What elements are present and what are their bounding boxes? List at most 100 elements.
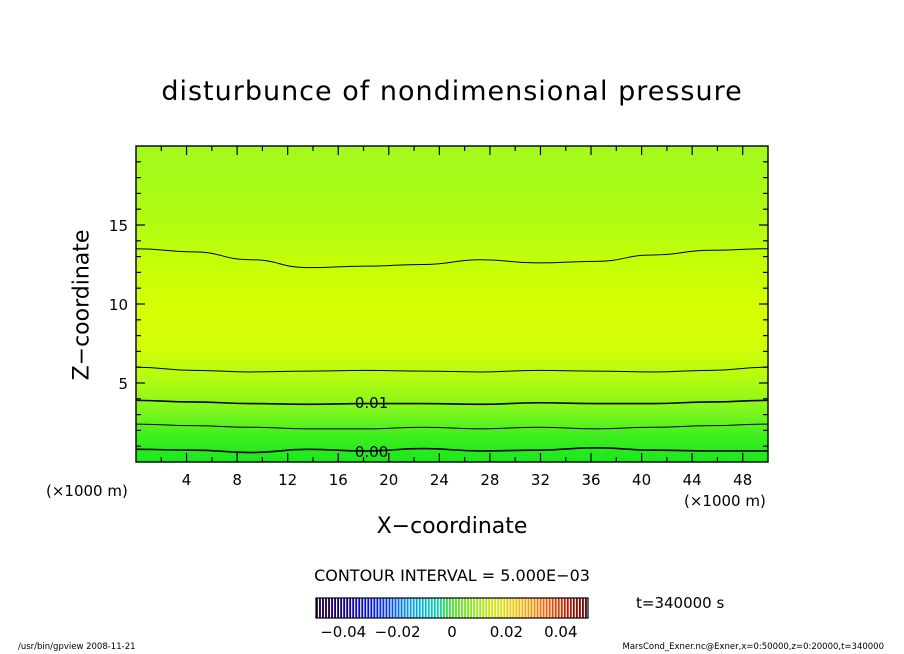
colorbar-band (578, 598, 581, 618)
colorbar-band (319, 598, 321, 618)
y-tick-label: 5 (118, 375, 128, 393)
colorbar-ticks: −0.04 −0.02 0 0.02 0.04 (320, 623, 577, 641)
colorbar-band (331, 598, 333, 618)
x-tick-label: 12 (278, 471, 297, 489)
colorbar-band (442, 598, 445, 618)
colorbar-band (358, 598, 361, 618)
colorbar-band (554, 598, 557, 618)
contour-labels: 0.01 0.00 (355, 394, 388, 461)
colorbar-band (391, 598, 394, 618)
colorbar-band (548, 598, 551, 618)
colorbar-band (328, 598, 330, 618)
colorbar-band (458, 598, 460, 618)
colorbar-band (566, 598, 569, 618)
colorbar-band (334, 598, 337, 618)
colorbar-band (581, 598, 584, 618)
colorbar-band (473, 598, 476, 618)
contour-line (135, 248, 769, 269)
colorbar-tick-label: −0.02 (375, 623, 421, 641)
colorbar-band (497, 598, 500, 618)
colorbar-band (340, 598, 343, 618)
pressure-field (136, 146, 768, 462)
colorbar-band (424, 598, 427, 618)
colorbar-band (482, 598, 485, 618)
colorbar-band (569, 598, 572, 618)
colorbar-band (524, 598, 527, 618)
y-tick-label: 10 (109, 296, 128, 314)
contour-line (135, 399, 769, 406)
colorbar-band (560, 598, 563, 618)
colorbar-tick-label: 0.02 (490, 623, 523, 641)
colorbar-band (491, 598, 494, 618)
colorbar-band (418, 598, 421, 618)
colorbar-band (394, 598, 397, 618)
colorbar-band (439, 598, 442, 618)
colorbar-band (400, 598, 403, 618)
footer-data-source: MarsCond_Exner.nc@Exner,x=0:50000,z=0:20… (622, 642, 884, 652)
colorbar-tick-label: 0.04 (544, 623, 577, 641)
colorbar-band (382, 598, 385, 618)
x-tick-label: 4 (182, 471, 192, 489)
colorbar-band (436, 598, 439, 618)
colorbar-band (452, 598, 454, 618)
x-tick-label: 16 (329, 471, 348, 489)
x-tick-label: 28 (480, 471, 499, 489)
colorbar-band (316, 598, 318, 618)
y-tick-label: 15 (109, 217, 128, 235)
colorbar-band (485, 598, 488, 618)
colorbar-band (545, 598, 548, 618)
time-label: t=340000 s (636, 594, 725, 612)
colorbar-band (355, 598, 358, 618)
x-axis-ticks: 4 8 12 16 20 24 28 32 36 40 44 48 (160, 146, 752, 489)
colorbar-band (379, 598, 382, 618)
colorbar-band (536, 598, 539, 618)
colorbar-band (584, 598, 587, 618)
colorbar-band (470, 598, 473, 618)
x-tick-label: 44 (683, 471, 702, 489)
colorbar-band (533, 598, 536, 618)
contour-label: 0.01 (355, 394, 388, 412)
footer-program-date: /usr/bin/gpview 2008-11-21 (18, 642, 136, 652)
colorbar-band (430, 598, 433, 618)
colorbar-band (464, 598, 466, 618)
y-axis-ticks: 5 10 15 (109, 161, 768, 447)
colorbar-band (479, 598, 482, 618)
colorbar-band (373, 598, 376, 618)
colorbar-band (512, 598, 515, 618)
colorbar-band (361, 598, 364, 618)
colorbar (315, 597, 589, 619)
colorbar-band (403, 598, 406, 618)
colorbar-band (557, 598, 560, 618)
x-tick-label: 48 (733, 471, 752, 489)
colorbar-band (349, 598, 352, 618)
x-tick-label: 40 (632, 471, 651, 489)
colorbar-band (337, 598, 340, 618)
colorbar-band (427, 598, 430, 618)
colorbar-band (421, 598, 424, 618)
colorbar-band (376, 598, 379, 618)
contour-line (135, 366, 769, 373)
colorbar-tick-label: −0.04 (320, 623, 366, 641)
colorbar-band (409, 598, 412, 618)
colorbar-band (343, 598, 346, 618)
contour-line (135, 446, 768, 454)
colorbar-band (518, 598, 521, 618)
colorbar-band (455, 598, 457, 618)
colorbar-band (461, 598, 463, 618)
colorbar-band (415, 598, 418, 618)
x-unit-label: (×1000 m) (684, 492, 766, 510)
x-tick-label: 8 (232, 471, 242, 489)
colorbar-band (551, 598, 554, 618)
colorbar-band (527, 598, 530, 618)
contour-interval-label: CONTOUR INTERVAL = 5.000E−03 (314, 566, 590, 585)
colorbar-band (509, 598, 512, 618)
colorbar-band (322, 598, 324, 618)
colorbar-band (367, 598, 370, 618)
colorbar-band (572, 598, 575, 618)
x-tick-label: 32 (531, 471, 550, 489)
colorbar-band (346, 598, 349, 618)
colorbar-band (503, 598, 506, 618)
contour-label: 0.00 (355, 443, 388, 461)
z-unit-label: (×1000 m) (46, 482, 128, 500)
colorbar-band (448, 598, 451, 618)
